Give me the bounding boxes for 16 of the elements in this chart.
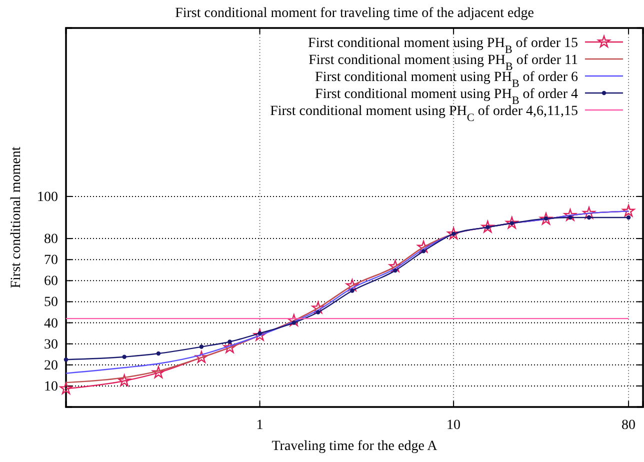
y-tick-label: 20 <box>44 358 58 374</box>
y-tick-label: 80 <box>44 232 58 248</box>
legend-label: First conditional moment using PH$_{C}$ of order 4,6,11,15 <box>270 104 578 124</box>
y-axis-title: First conditional moment <box>9 146 24 288</box>
x-axis-title: Traveling time for the edge A <box>272 439 438 454</box>
y-tick-label: 30 <box>44 337 58 352</box>
x-tick-label: 10 <box>446 418 461 433</box>
y-tick-label: 100 <box>37 190 58 205</box>
y-tick-label: 50 <box>44 295 58 310</box>
y-tick-label: 10 <box>44 379 58 394</box>
y-tick-label: 70 <box>44 253 58 268</box>
chart-title: First conditional moment for traveling time of the adjacent edge <box>175 6 534 21</box>
y-tick-label: 40 <box>44 316 58 332</box>
y-tick-label: 60 <box>44 274 58 290</box>
x-tick-label: 1 <box>256 418 264 433</box>
x-tick-label: 80 <box>622 418 636 433</box>
